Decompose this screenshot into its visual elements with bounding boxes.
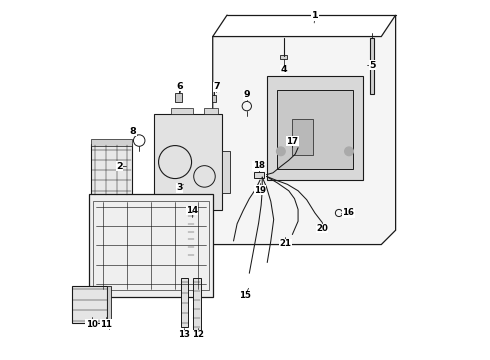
FancyBboxPatch shape bbox=[181, 278, 188, 327]
Text: 8: 8 bbox=[130, 127, 137, 136]
Text: 14: 14 bbox=[186, 206, 198, 215]
FancyBboxPatch shape bbox=[107, 286, 111, 323]
FancyBboxPatch shape bbox=[172, 108, 193, 114]
Text: 4: 4 bbox=[280, 65, 287, 74]
FancyBboxPatch shape bbox=[204, 108, 218, 114]
Text: 17: 17 bbox=[286, 137, 298, 146]
Text: 2: 2 bbox=[116, 162, 123, 171]
Text: 7: 7 bbox=[213, 82, 220, 91]
FancyBboxPatch shape bbox=[153, 114, 221, 211]
FancyBboxPatch shape bbox=[254, 172, 264, 178]
FancyBboxPatch shape bbox=[91, 139, 132, 146]
FancyBboxPatch shape bbox=[221, 151, 230, 193]
FancyBboxPatch shape bbox=[292, 119, 313, 155]
FancyBboxPatch shape bbox=[193, 278, 200, 331]
Circle shape bbox=[344, 147, 353, 156]
Text: 18: 18 bbox=[253, 161, 265, 170]
FancyBboxPatch shape bbox=[277, 90, 353, 169]
FancyBboxPatch shape bbox=[187, 203, 195, 259]
Text: 10: 10 bbox=[86, 320, 98, 329]
Text: 5: 5 bbox=[369, 61, 375, 70]
Text: 13: 13 bbox=[178, 330, 190, 339]
Text: 1: 1 bbox=[312, 11, 318, 20]
Text: 16: 16 bbox=[343, 208, 354, 217]
FancyBboxPatch shape bbox=[212, 95, 216, 102]
FancyBboxPatch shape bbox=[175, 93, 182, 102]
Text: 20: 20 bbox=[316, 224, 328, 233]
Text: 15: 15 bbox=[239, 291, 251, 300]
Text: 6: 6 bbox=[176, 82, 183, 91]
Text: 11: 11 bbox=[100, 320, 112, 329]
Text: 3: 3 bbox=[176, 183, 183, 192]
Text: 9: 9 bbox=[244, 90, 250, 99]
Text: 12: 12 bbox=[192, 330, 204, 339]
FancyBboxPatch shape bbox=[91, 144, 132, 196]
Polygon shape bbox=[213, 15, 395, 244]
FancyBboxPatch shape bbox=[267, 76, 364, 180]
FancyBboxPatch shape bbox=[72, 286, 107, 323]
FancyBboxPatch shape bbox=[280, 55, 287, 59]
FancyBboxPatch shape bbox=[89, 194, 213, 297]
Circle shape bbox=[276, 147, 285, 156]
Text: 19: 19 bbox=[254, 185, 266, 194]
Text: 21: 21 bbox=[279, 239, 291, 248]
FancyBboxPatch shape bbox=[370, 39, 374, 94]
